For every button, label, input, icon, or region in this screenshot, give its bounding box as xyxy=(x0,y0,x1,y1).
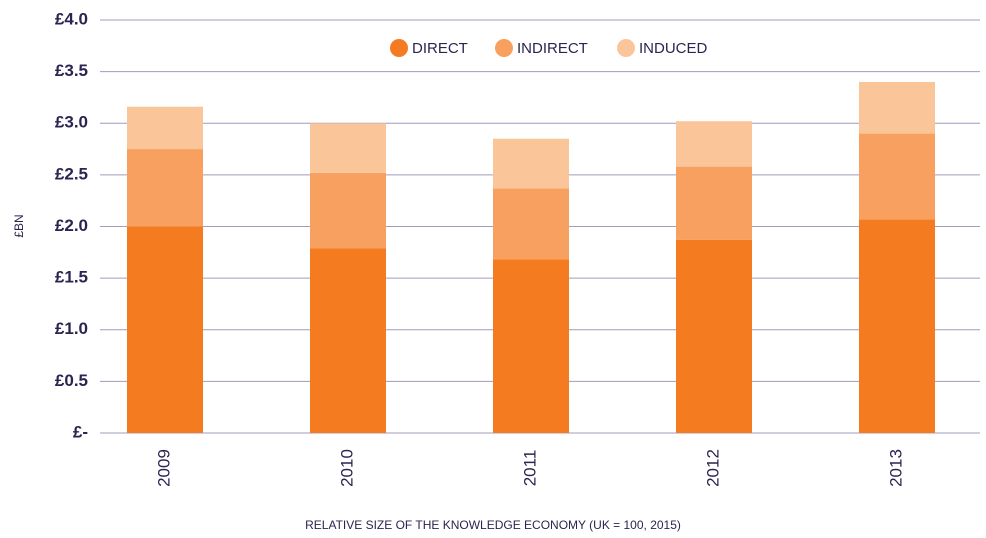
y-tick-label: £2.5 xyxy=(55,164,88,183)
bar-segment xyxy=(127,149,203,227)
bar-segment xyxy=(493,188,569,260)
bar-segment xyxy=(310,248,386,433)
bar-segment xyxy=(676,166,752,240)
legend-label: INDUCED xyxy=(639,40,708,57)
y-tick-label: £1.5 xyxy=(55,268,88,287)
x-tick-label: 2009 xyxy=(154,449,173,487)
y-tick-label: £3.5 xyxy=(55,61,88,80)
y-tick-label: £- xyxy=(73,422,88,441)
bar-segment xyxy=(859,219,935,433)
x-tick-label: 2012 xyxy=(703,449,722,487)
y-axis-label: £BN xyxy=(12,214,26,237)
bar-segment xyxy=(859,81,935,134)
bar-segment xyxy=(310,123,386,173)
bar-segment xyxy=(310,172,386,249)
legend-label: DIRECT xyxy=(412,40,468,57)
y-tick-label: £1.0 xyxy=(55,319,88,338)
bar-segment xyxy=(127,226,203,433)
bar-segment xyxy=(127,106,203,150)
x-tick-label: 2013 xyxy=(886,449,905,487)
y-tick-label: £0.5 xyxy=(55,371,88,390)
bar-segment xyxy=(493,138,569,189)
x-tick-label: 2011 xyxy=(520,450,539,487)
y-tick-label: £4.0 xyxy=(55,9,88,28)
legend-marker xyxy=(495,39,513,57)
legend-marker xyxy=(390,39,408,57)
legend-marker xyxy=(617,39,635,57)
y-tick-label: £3.0 xyxy=(55,113,88,132)
bar-segment xyxy=(676,239,752,433)
bar-segment xyxy=(676,121,752,167)
x-axis-label: RELATIVE SIZE OF THE KNOWLEDGE ECONOMY (… xyxy=(305,518,681,532)
x-tick-label: 2010 xyxy=(337,449,356,487)
legend-label: INDIRECT xyxy=(517,40,588,57)
y-tick-label: £2.0 xyxy=(55,216,88,235)
bar-segment xyxy=(493,259,569,433)
bar-segment xyxy=(859,133,935,220)
